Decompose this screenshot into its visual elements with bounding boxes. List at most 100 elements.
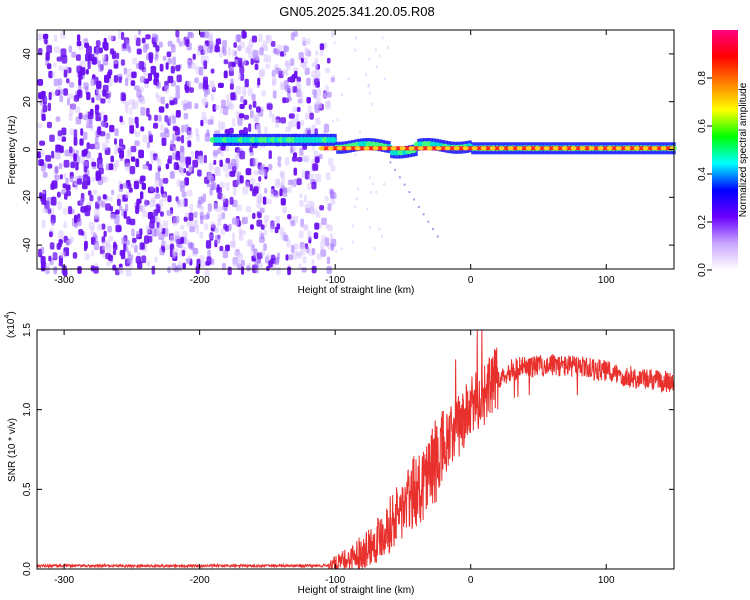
noise-cell bbox=[207, 119, 214, 125]
tone-peak bbox=[327, 146, 334, 151]
noise-cell bbox=[125, 246, 129, 253]
noise-cell bbox=[132, 57, 138, 65]
noise-cell bbox=[333, 41, 336, 45]
noise-cell bbox=[122, 43, 127, 49]
noise-cell bbox=[137, 30, 142, 36]
noise-cell bbox=[219, 159, 223, 167]
chirp-point bbox=[398, 176, 401, 179]
noise-cell bbox=[149, 186, 155, 192]
chirp-point bbox=[394, 168, 397, 171]
snr-panel: -300 -200 -100 0 100 0.0 0.5 1.0 1.5 Height of … bbox=[4, 311, 675, 596]
noise-cell bbox=[79, 154, 86, 164]
noise-cell bbox=[283, 234, 289, 242]
noise-cell bbox=[189, 87, 194, 93]
noise-cell bbox=[326, 256, 331, 265]
noise-cell bbox=[56, 243, 61, 250]
noise-cell bbox=[51, 71, 56, 78]
noise-cell bbox=[58, 78, 63, 86]
noise-cell bbox=[83, 165, 88, 173]
noise-cell bbox=[61, 189, 67, 195]
noise-cell bbox=[228, 223, 232, 231]
noise-cell bbox=[381, 36, 384, 40]
noise-cell bbox=[39, 99, 44, 106]
noise-cell bbox=[316, 253, 322, 260]
noise-cell bbox=[281, 69, 286, 76]
noise-cell bbox=[311, 247, 316, 256]
noise-cell bbox=[48, 91, 52, 101]
noise-cell bbox=[270, 40, 276, 47]
noise-cell bbox=[125, 203, 129, 212]
noise-cell bbox=[222, 40, 227, 48]
noise-cell bbox=[88, 221, 95, 230]
chirp-point bbox=[422, 213, 425, 216]
noise-cell bbox=[319, 50, 324, 56]
noise-cell bbox=[172, 133, 178, 141]
noise-cell bbox=[107, 97, 111, 104]
noise-cell bbox=[56, 56, 63, 62]
noise-cell bbox=[336, 118, 339, 121]
noise-cell bbox=[47, 63, 52, 70]
noise-cell bbox=[209, 80, 215, 88]
noise-cell bbox=[97, 223, 103, 231]
noise-cell bbox=[118, 76, 122, 83]
noise-cell bbox=[161, 246, 166, 253]
noise-cell bbox=[354, 153, 357, 157]
noise-cell bbox=[368, 175, 371, 179]
tone-peak bbox=[480, 146, 487, 151]
noise-cell bbox=[279, 188, 283, 197]
noise-cell bbox=[69, 236, 74, 243]
noise-cell bbox=[165, 103, 169, 109]
noise-cell bbox=[141, 182, 146, 190]
noise-cell bbox=[298, 263, 302, 270]
noise-cell bbox=[341, 93, 344, 97]
noise-cell bbox=[149, 221, 155, 229]
noise-cell bbox=[369, 226, 371, 229]
noise-cell bbox=[194, 77, 199, 84]
noise-cell bbox=[45, 262, 50, 271]
noise-cell bbox=[231, 61, 236, 67]
noise-cell bbox=[37, 151, 42, 159]
noise-cell bbox=[40, 246, 45, 255]
noise-cell bbox=[165, 163, 170, 170]
noise-cell bbox=[351, 240, 354, 244]
noise-cell bbox=[129, 118, 135, 126]
noise-cell bbox=[69, 82, 75, 88]
spectrogram-x-label: Height of straight line (km) bbox=[298, 285, 415, 296]
noise-cell bbox=[304, 194, 307, 203]
noise-cell bbox=[233, 42, 237, 48]
noise-cell bbox=[54, 34, 58, 42]
noise-cell bbox=[114, 138, 118, 145]
noise-cell bbox=[71, 103, 76, 110]
noise-cell bbox=[176, 37, 180, 43]
snr-x-label: Height of straight line (km) bbox=[298, 585, 415, 596]
noise-cell bbox=[264, 188, 268, 194]
noise-cell bbox=[142, 134, 148, 143]
noise-cell bbox=[242, 216, 248, 224]
noise-cell bbox=[125, 78, 129, 87]
noise-cell bbox=[176, 198, 180, 205]
noise-cell bbox=[121, 93, 126, 102]
noise-cell bbox=[113, 75, 119, 83]
noise-cell bbox=[160, 124, 164, 132]
noise-cell bbox=[45, 52, 50, 61]
colorbar-label: Normalized spectral amplitude bbox=[738, 82, 749, 217]
noise-cell bbox=[374, 48, 377, 52]
noise-cell bbox=[159, 63, 164, 72]
noise-cell bbox=[258, 70, 264, 79]
noise-cell bbox=[65, 239, 71, 247]
noise-cell bbox=[325, 172, 331, 181]
noise-cell bbox=[114, 128, 119, 137]
noise-cell bbox=[154, 114, 158, 122]
noise-cell bbox=[119, 150, 125, 159]
noise-cell bbox=[249, 184, 253, 191]
noise-cell bbox=[203, 31, 210, 39]
noise-cell bbox=[50, 91, 56, 97]
noise-cell bbox=[101, 223, 106, 230]
noise-cell bbox=[340, 247, 343, 251]
noise-cell bbox=[186, 80, 192, 87]
noise-cell bbox=[149, 200, 156, 207]
noise-cell bbox=[90, 265, 95, 272]
noise-cell bbox=[320, 249, 327, 257]
noise-cell bbox=[301, 37, 307, 46]
noise-cell bbox=[44, 96, 48, 103]
